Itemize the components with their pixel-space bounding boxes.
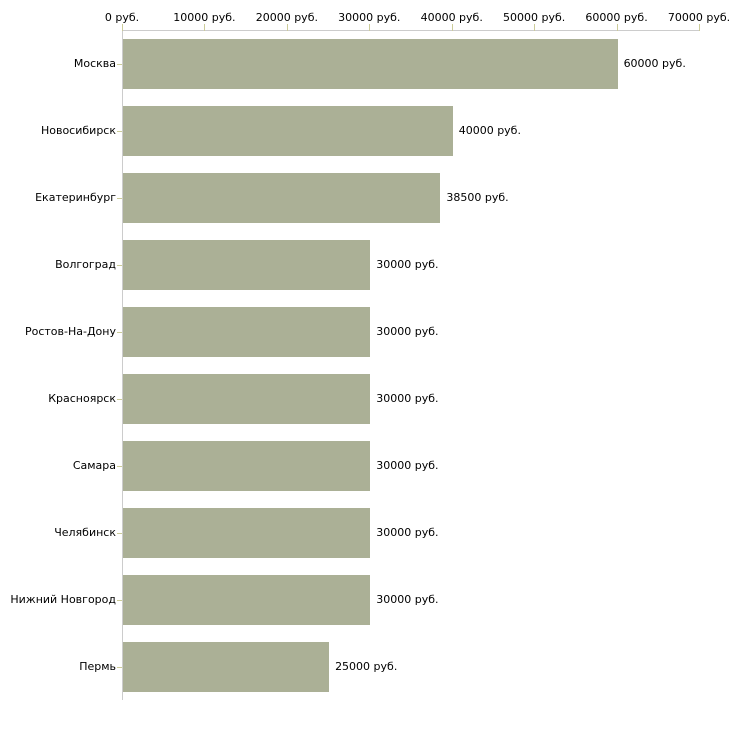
value-label: 60000 руб.: [623, 56, 686, 70]
category-label: Красноярск: [48, 391, 116, 405]
y-axis-line: [122, 30, 123, 700]
y-axis-tick: [117, 63, 122, 65]
category-label: Челябинск: [54, 525, 116, 539]
bar: [123, 306, 371, 357]
value-label: 30000 руб.: [376, 458, 439, 472]
value-label: 30000 руб.: [376, 257, 439, 271]
x-axis-tick: [286, 24, 288, 31]
bar: [123, 574, 371, 625]
y-axis-tick: [117, 398, 122, 400]
category-label: Нижний Новгород: [10, 592, 116, 606]
x-axis-tick-label: 20000 руб.: [255, 11, 318, 24]
y-axis-tick: [117, 264, 122, 266]
x-axis-tick-label: 40000 руб.: [420, 11, 483, 24]
x-axis-tick-label: 50000 руб.: [503, 11, 566, 24]
value-label: 38500 руб.: [446, 190, 509, 204]
x-axis-tick: [616, 24, 618, 31]
category-label: Самара: [72, 458, 116, 472]
value-label: 40000 руб.: [458, 123, 521, 137]
category-label: Ростов-На-Дону: [24, 324, 116, 338]
x-axis-tick-label: 30000 руб.: [338, 11, 401, 24]
y-axis-tick: [117, 130, 122, 132]
x-axis-tick: [122, 24, 123, 31]
x-axis-tick: [534, 24, 536, 31]
x-axis-tick-label: 10000 руб.: [173, 11, 236, 24]
bar: [123, 641, 330, 692]
y-axis-tick: [117, 197, 122, 199]
bar: [123, 38, 618, 89]
value-label: 30000 руб.: [376, 391, 439, 405]
x-axis-line: [122, 30, 699, 31]
bar: [123, 172, 441, 223]
category-label: Екатеринбург: [35, 190, 116, 204]
bar: [123, 105, 453, 156]
x-axis-tick-label: 60000 руб.: [585, 11, 648, 24]
value-label: 25000 руб.: [335, 659, 398, 673]
category-label: Новосибирск: [40, 123, 116, 137]
y-axis-tick: [117, 465, 122, 467]
bar: [123, 239, 371, 290]
y-axis-tick: [117, 599, 122, 601]
y-axis-tick: [117, 666, 122, 668]
category-label: Пермь: [79, 659, 116, 673]
bar: [123, 373, 371, 424]
value-label: 30000 руб.: [376, 324, 439, 338]
category-label: Волгоград: [55, 257, 116, 271]
bar: [123, 440, 371, 491]
x-axis-tick-label: 0 руб.: [104, 11, 140, 24]
x-axis-tick: [699, 24, 700, 31]
x-axis-tick: [204, 24, 206, 31]
category-label: Москва: [73, 56, 116, 70]
bar: [123, 507, 371, 558]
value-label: 30000 руб.: [376, 592, 439, 606]
x-axis-tick-label: 70000 руб.: [667, 11, 730, 24]
y-axis-tick: [117, 331, 122, 333]
y-axis-tick: [117, 532, 122, 534]
x-axis-tick: [451, 24, 453, 31]
value-label: 30000 руб.: [376, 525, 439, 539]
x-axis-tick: [369, 24, 371, 31]
